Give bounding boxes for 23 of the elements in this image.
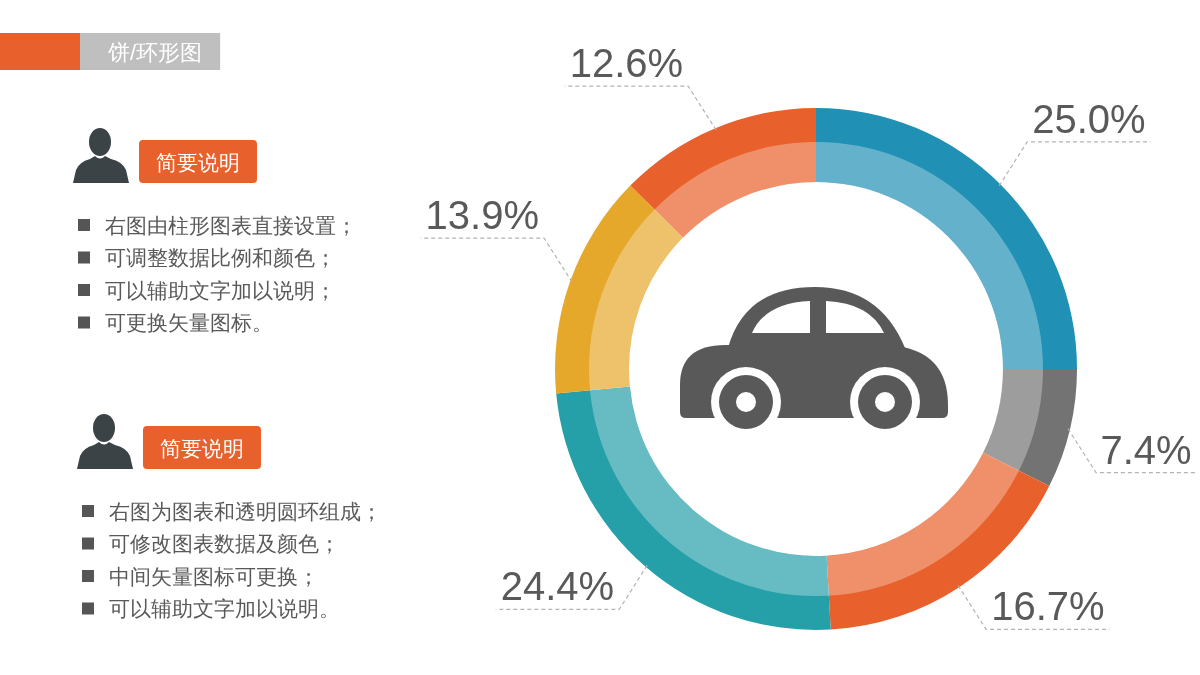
data-label: 16.7% [991,584,1105,629]
data-label: 7.4% [1067,427,1197,474]
annotation: 可修改图表数据及颜色； [109,532,340,555]
data-label: 13.9% [420,193,573,283]
data-label: 25.0% [998,96,1152,187]
data-label: 7.4% [1100,427,1192,472]
title: 饼/环形图 [0,33,221,70]
annotation: 可以辅助文字加以说明； [105,278,336,302]
data-label: 24.4% [500,564,615,609]
annotation: 右图由柱形图表直接设置； [105,213,357,237]
data-label: 12.6% [569,41,684,86]
annotation: 可以辅助文字加以说明。 [109,597,340,620]
data-label: 24.4% [495,564,648,610]
annotation: 可调整数据比例和颜色； [105,246,336,269]
annotation-heading: 简要说明 [139,140,257,183]
annotation: 中间矢量图标可更换； [109,564,319,588]
data-label: 16.7% [957,584,1111,631]
data-label: 25.0% [1032,96,1146,141]
annotation: 右图为图表和透明圆环组成； [109,499,382,523]
data-label: 13.9% [425,193,540,238]
data-label: 12.6% [564,41,717,131]
annotation-heading: 简要说明 [143,426,261,469]
annotation: 可更换矢量图标。 [105,311,273,334]
